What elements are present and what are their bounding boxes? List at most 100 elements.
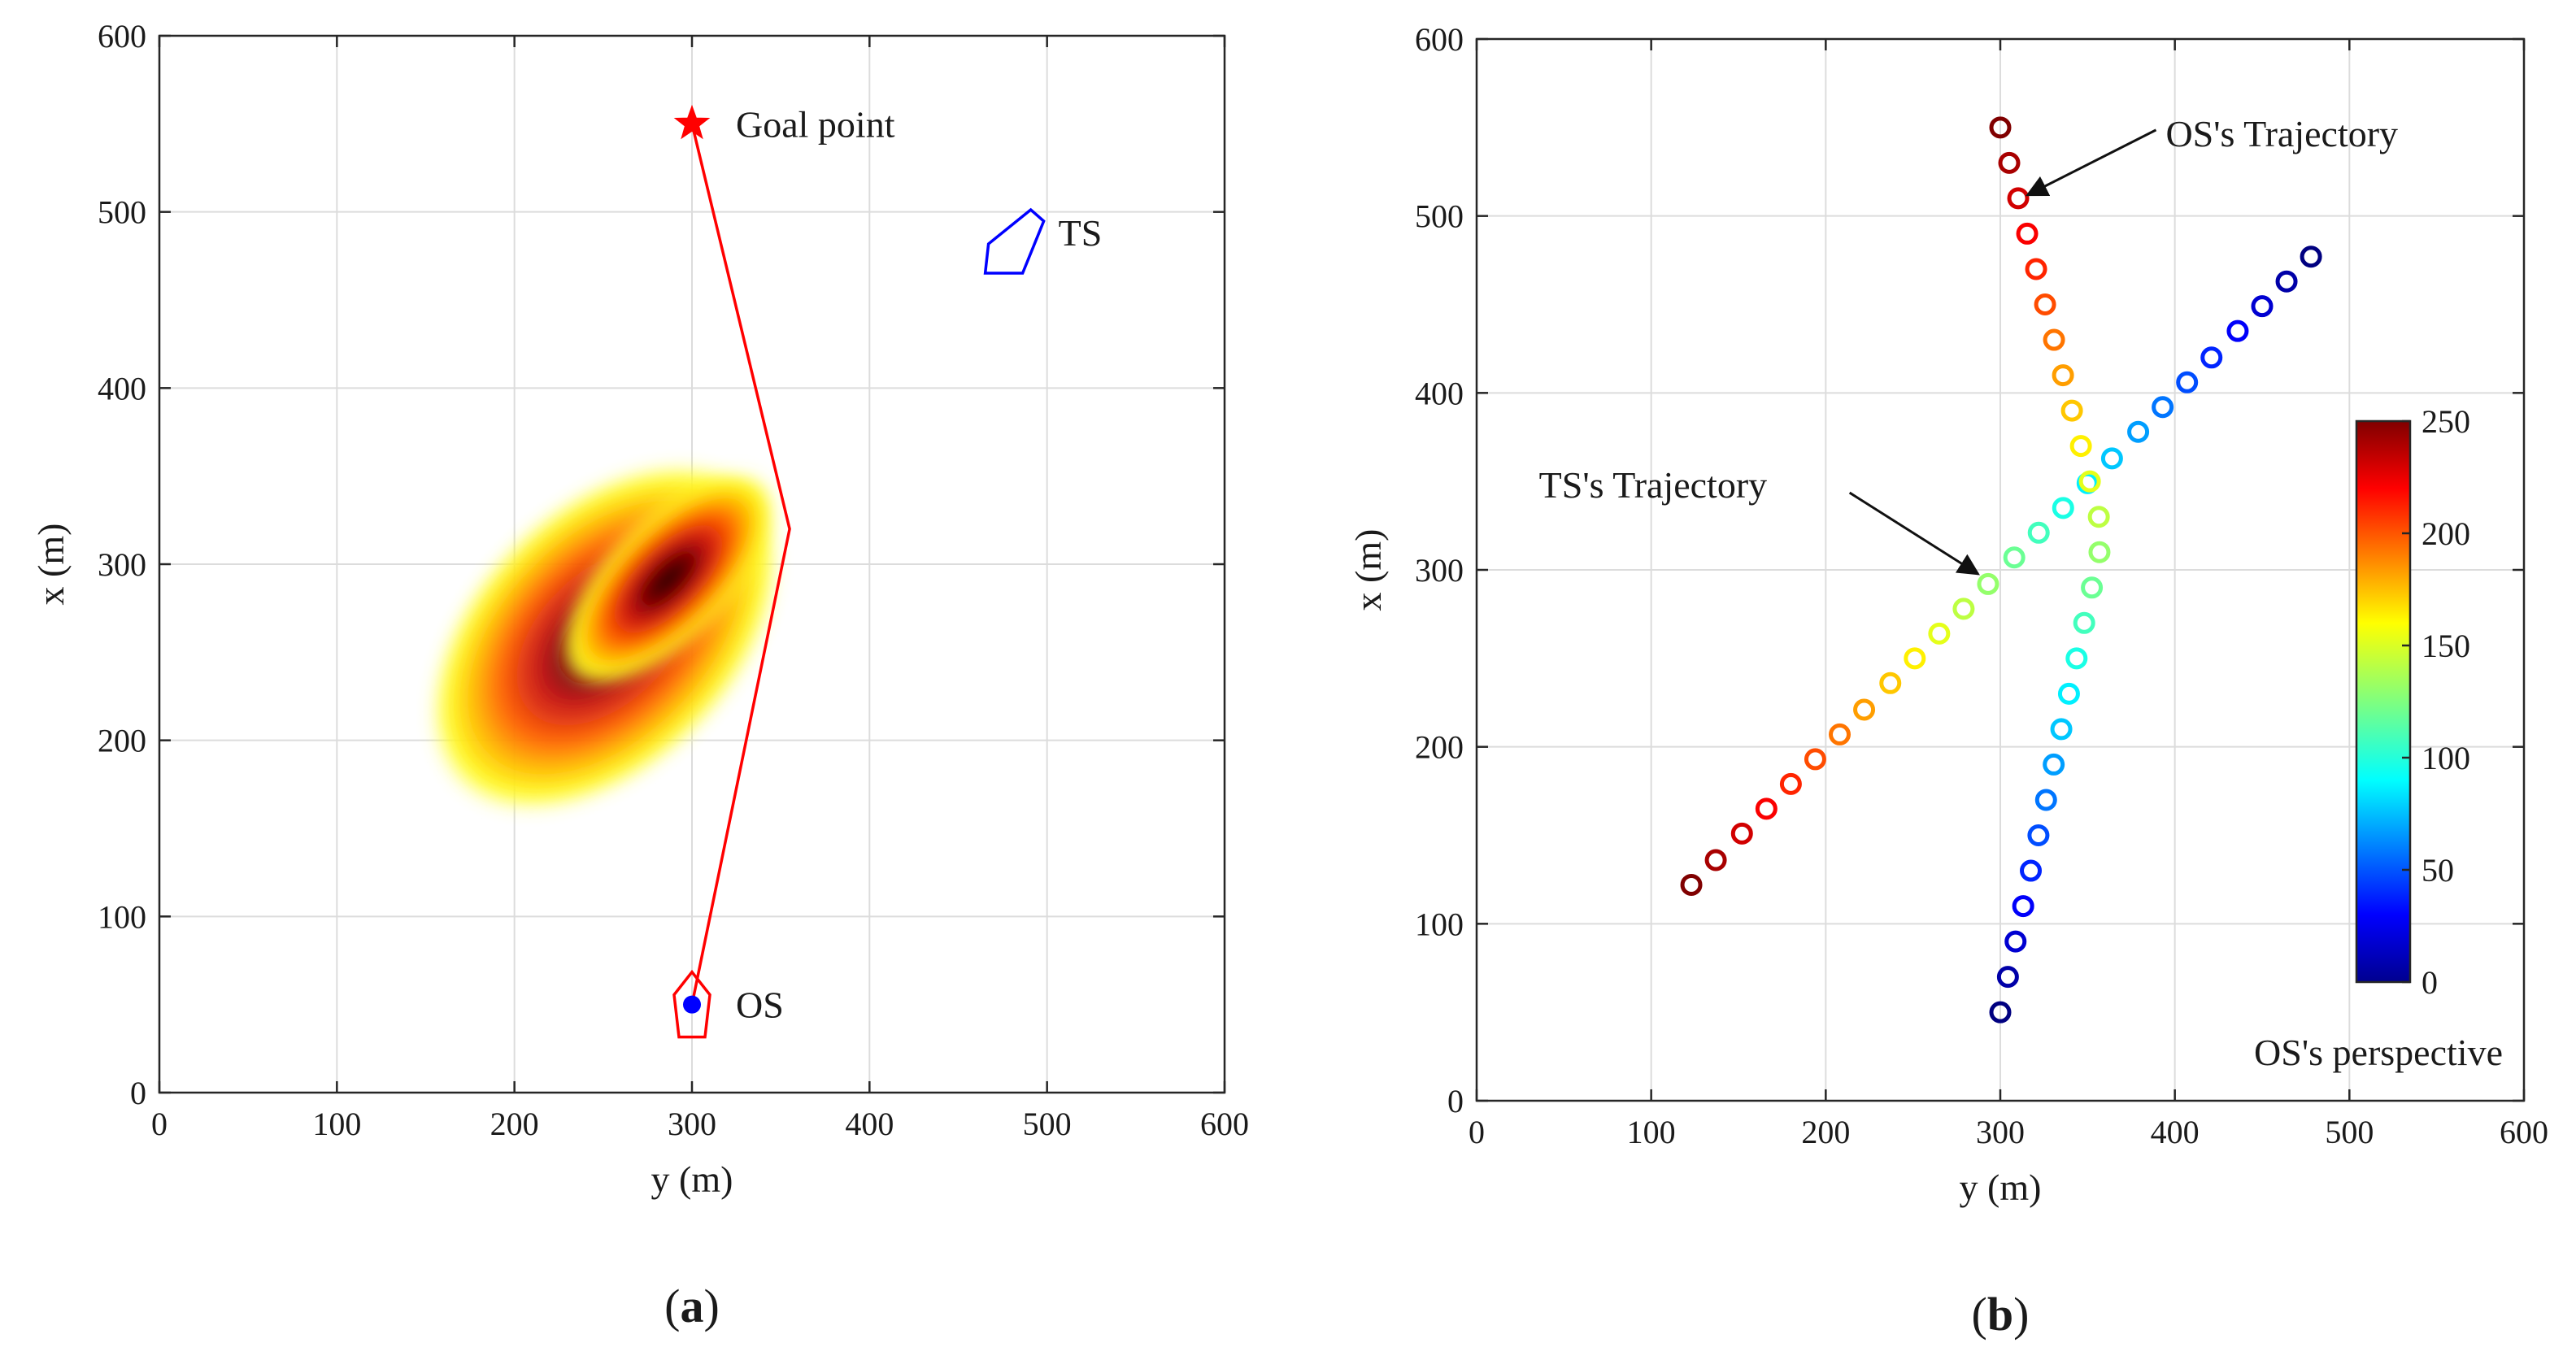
risk-field-core: [560, 472, 777, 687]
panel-b-y-tick-labels: 0 100 200 300 400 500 600: [1415, 21, 1464, 1119]
goal-star-icon: [673, 104, 711, 140]
y-tick-label: 100: [1415, 906, 1464, 942]
x-tick-label: 0: [151, 1106, 168, 1142]
panel-a-x-tick-labels: 0 100 200 300 400 500 600: [151, 1106, 1249, 1142]
ts-trajectory-point: [1904, 647, 1926, 670]
panel-b-letter: b: [1987, 1288, 2013, 1341]
x-tick-label: 400: [2151, 1114, 2200, 1150]
ts-trajectory-point: [2200, 346, 2223, 369]
panel-b-y-axis-label: x (m): [1347, 529, 1389, 611]
os-trajectory-point: [2012, 895, 2034, 918]
os-trajectory-point: [1996, 966, 2019, 989]
colorbar-ticks: 0 50 100 150 200 250: [2402, 403, 2470, 1001]
os-trajectory-point: [2004, 930, 2027, 953]
panel-b-grid: [1477, 39, 2524, 1101]
trajectory-markers: [1680, 116, 2322, 1024]
os-trajectory-point: [2078, 470, 2101, 493]
os-trajectory-point: [2052, 364, 2074, 387]
colorbar-tick-label: 50: [2422, 852, 2454, 889]
os-trajectory-point: [2050, 718, 2073, 741]
colorbar-tick-label: 100: [2422, 740, 2470, 776]
y-tick-label: 100: [98, 898, 146, 935]
colorbar-tick-label: 0: [2422, 964, 2438, 1001]
ts-trajectory-point: [1680, 873, 1703, 896]
os-trajectory-point: [2060, 399, 2083, 422]
y-tick-label: 200: [98, 723, 146, 759]
panel-a-y-tick-labels: 0 100 200 300 400 500 600: [98, 18, 146, 1111]
colorbar-tick-label: 150: [2422, 628, 2470, 664]
panel-a-grid: [159, 36, 1225, 1093]
x-tick-label: 100: [1627, 1114, 1676, 1150]
y-tick-label: 500: [98, 194, 146, 231]
ts-trajectory-point: [2100, 447, 2123, 470]
y-tick-label: 0: [130, 1075, 146, 1111]
panel-b-x-axis-label: y (m): [1960, 1167, 2042, 1208]
ts-trajectory-annotation: TS's Trajectory: [1539, 464, 1767, 506]
os-trajectory-point: [2020, 859, 2043, 882]
ts-trajectory-point: [1853, 698, 1876, 721]
ts-trajectory-point: [2176, 371, 2199, 393]
own-ship-position-dot: [683, 995, 701, 1014]
ts-trajectory-point: [2251, 295, 2274, 318]
ts-trajectory-point: [2300, 246, 2322, 268]
ts-trajectory-point: [1704, 849, 1727, 871]
os-trajectory-point: [2069, 435, 2092, 458]
y-tick-label: 400: [1415, 375, 1464, 411]
panel-b-x-tick-labels: 0 100 200 300 400 500 600: [1469, 1114, 2548, 1150]
os-trajectory-point: [2025, 258, 2047, 280]
target-ship-hull-icon: [983, 207, 1046, 275]
os-trajectory-point: [2065, 647, 2088, 670]
own-ship-hull-icon: [672, 969, 711, 1039]
os-trajectory-point: [2016, 222, 2039, 245]
y-tick-label: 500: [1415, 198, 1464, 235]
os-trajectory-point: [1989, 1001, 2012, 1024]
ts-trajectory-arrow: [1848, 491, 1980, 576]
os-trajectory-annotation: OS's Trajectory: [2165, 113, 2398, 154]
x-tick-label: 100: [312, 1106, 361, 1142]
ts-trajectory-point: [1804, 748, 1826, 771]
ts-trajectory-point: [2152, 396, 2174, 419]
os-trajectory-point: [2088, 541, 2111, 563]
panel-a-ticks: [158, 34, 1226, 1094]
os-trajectory-point: [2073, 611, 2095, 634]
y-tick-label: 400: [98, 370, 146, 406]
perspective-label: OS's perspective: [2254, 1032, 2503, 1073]
os-trajectory-point: [2087, 506, 2110, 528]
x-tick-label: 600: [2500, 1114, 2548, 1150]
y-tick-label: 0: [1447, 1083, 1464, 1119]
colorbar: [2355, 419, 2412, 984]
x-tick-label: 500: [1023, 1106, 1072, 1142]
y-tick-label: 300: [1415, 552, 1464, 589]
panel-b-chart: 0 100 200 300 400 500 600 0100200300400500600 …: [1347, 21, 2548, 1341]
own-ship-label: OS: [736, 984, 784, 1026]
os-trajectory-point: [2043, 328, 2065, 351]
x-tick-label: 0: [1469, 1114, 1485, 1150]
ts-trajectory-point: [1952, 598, 1975, 620]
ts-trajectory-point: [2003, 546, 2026, 569]
ts-trajectory-point: [1977, 572, 1999, 595]
y-tick-label: 300: [98, 546, 146, 583]
x-tick-label: 600: [1200, 1106, 1249, 1142]
goal-point-label: Goal point: [736, 103, 895, 145]
ts-trajectory-point: [2275, 270, 2298, 293]
x-tick-label: 300: [668, 1106, 716, 1142]
ts-trajectory-point: [2127, 420, 2150, 443]
os-trajectory-point: [2034, 293, 2056, 315]
ts-trajectory-point: [1779, 772, 1802, 795]
os-trajectory-point: [2043, 753, 2065, 776]
ts-trajectory-point: [2027, 521, 2050, 544]
os-path-line: [690, 123, 791, 1006]
ts-trajectory-point: [1829, 723, 1852, 745]
ts-trajectory-point: [2052, 497, 2074, 519]
ts-trajectory-point: [1755, 798, 1778, 820]
ts-trajectory-point: [1879, 671, 1902, 694]
panel-a-y-axis-label: x (m): [30, 524, 72, 606]
panel-a-chart: 0 100 200 300 400 500 600 0100200300400500600 …: [30, 18, 1249, 1332]
panel-a-letter: a: [681, 1280, 704, 1332]
panel-b-ticks: [1475, 37, 2526, 1102]
panel-b-caption: (b): [1972, 1288, 2030, 1341]
ts-trajectory-point: [1730, 822, 1753, 845]
y-tick-label: 600: [98, 18, 146, 54]
colorbar-tick-label: 250: [2422, 403, 2470, 440]
